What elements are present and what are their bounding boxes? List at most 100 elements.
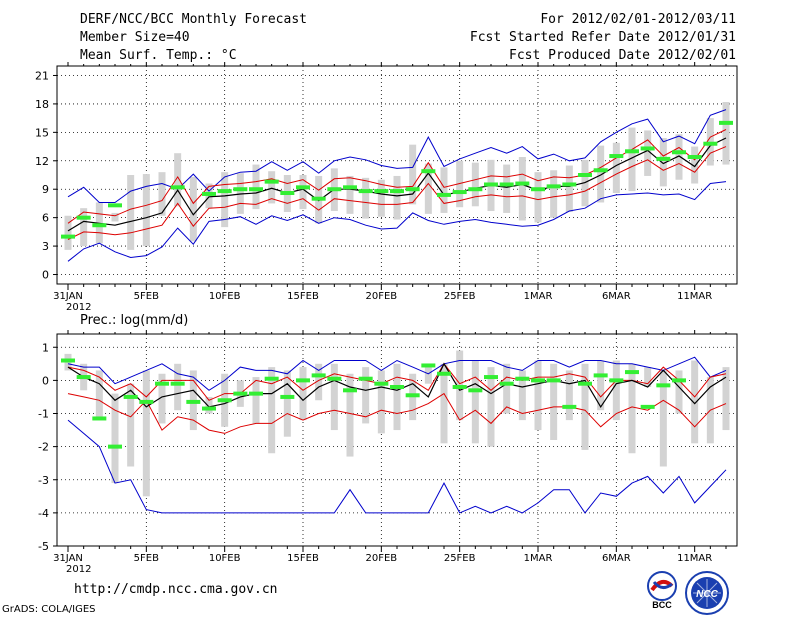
prec-ytick-label: -3 (38, 474, 49, 487)
temp-observed-marker (327, 187, 342, 192)
prec-xtick-label: 10FEB (209, 553, 241, 564)
temp-observed-marker (468, 187, 483, 192)
prec-ensemble-box (111, 393, 119, 484)
prec-observed-marker (76, 375, 91, 380)
prec-ensemble-box (330, 363, 338, 431)
temp-ensemble-box (503, 164, 511, 213)
temp-observed-marker (531, 187, 545, 192)
prec-ensemble-box (393, 363, 401, 431)
prec-ensemble-box (722, 367, 730, 431)
temp-observed-marker (76, 215, 91, 220)
temp-xtick-label: 11MAR (677, 291, 712, 302)
prec-ensemble-box (628, 363, 636, 454)
prec-ytick-label: -1 (38, 408, 49, 421)
temp-observed-marker (546, 184, 561, 189)
temp-ensemble-box (644, 130, 652, 176)
prec-ensemble-box (158, 373, 166, 424)
temp-ensemble-box (393, 175, 401, 220)
temp-ytick-label: 9 (42, 183, 49, 196)
prec-observed-marker (484, 375, 498, 380)
prec-xtick-label: 20FEB (366, 553, 398, 564)
temp-year-label: 2012 (66, 302, 91, 313)
prec-ensemble-box (659, 370, 667, 467)
source-url[interactable]: http://cmdp.ncc.cma.gov.cn (74, 582, 278, 597)
prec-observed-marker (437, 371, 451, 376)
temp-ensemble-box (691, 146, 699, 184)
ncc-logo-text: NCC (696, 589, 718, 600)
prec-ensemble-box (127, 383, 135, 467)
temp-observed-marker (687, 154, 702, 159)
prec-ensemble-box (377, 370, 385, 434)
temp-observed-marker (452, 190, 467, 195)
temp-panel: 0 3 6 9 12 15 18 21 31JAN 5FEB 10FEB 15FEB 20FEB 25FE… (35, 62, 738, 313)
temp-observed-marker (405, 187, 420, 192)
prec-mean-line (67, 362, 727, 409)
temp-xtick-label: 6MAR (602, 291, 631, 302)
temp-ensemble-box (440, 167, 448, 213)
temp-ensemble-box (550, 170, 558, 218)
prec-observed-marker (202, 406, 216, 411)
prec-ensemble-box (95, 370, 103, 421)
temp-observed-marker (703, 141, 718, 146)
temp-observed-marker (61, 234, 75, 239)
prec-observed-marker (280, 394, 295, 399)
prec-observed-marker (186, 399, 201, 404)
temp-observed-marker (108, 203, 122, 208)
temp-observed-marker (343, 185, 357, 190)
temp-observed-marker (578, 173, 592, 177)
temp-xtick-label: 31JAN (53, 291, 83, 302)
prec-xtick-label: 5FEB (134, 553, 159, 564)
prec-observed-marker (593, 373, 608, 378)
prec-ensemble-box (440, 363, 448, 444)
prec-title: Prec.: log(mm/d) (80, 313, 188, 328)
prec-ensemble-box (252, 377, 260, 424)
temp-ensemble-box (565, 165, 573, 212)
temp-ensemble-box (268, 171, 276, 204)
temp-observed-marker (515, 181, 530, 186)
prec-observed-marker (249, 391, 263, 396)
prec-xtick-label: 1MAR (524, 553, 553, 564)
temp-observed-marker (421, 169, 436, 174)
prec-ensemble-box (283, 370, 291, 437)
prec-ensemble-box (424, 367, 432, 384)
variable-label: Mean Surf. Temp.: °C (80, 48, 237, 63)
prec-observed-marker (92, 416, 107, 421)
prec-observed-marker (155, 381, 169, 386)
prec-xtick-label: 6MAR (602, 553, 631, 564)
temp-ensemble-box (189, 176, 197, 242)
temp-observed-marker (280, 191, 295, 196)
temp-observed-marker (672, 150, 686, 155)
temp-ensemble-box (252, 164, 260, 210)
temp-ensemble-box (127, 175, 135, 250)
prec-xtick-label: 15FEB (287, 553, 319, 564)
temp-ytick-label: 12 (35, 155, 49, 168)
temp-observed-marker (296, 185, 310, 190)
prec-ensemble-box (612, 360, 620, 421)
temp-observed-marker (656, 156, 671, 161)
prec-ytick-label: 1 (42, 341, 49, 354)
prec-ensemble-box (487, 367, 495, 447)
temp-observed-marker (233, 187, 248, 192)
prec-observed-marker (139, 399, 154, 404)
prec-observed-marker (390, 385, 404, 389)
ncc-logo-icon: NCC (685, 571, 729, 615)
temp-ensemble-box (518, 156, 526, 221)
fcst-started-label: Fcst Started Refer Date 2012/01/31 (469, 30, 736, 45)
temp-ensemble-box (675, 134, 683, 180)
temp-ytick-label: 21 (35, 69, 49, 82)
prec-xtick-label: 25FEB (444, 553, 476, 564)
temp-observed-marker (609, 154, 624, 159)
temp-observed-marker (390, 189, 404, 194)
temp-mean-line (67, 137, 727, 232)
bcc-logo-text: BCC (652, 600, 672, 610)
prec-ensemble-box (675, 370, 683, 414)
prec-observed-marker (609, 378, 624, 383)
prec-observed-marker (217, 398, 232, 403)
temp-observed-marker (640, 146, 655, 151)
fcst-produced-label: Fcst Produced Date 2012/02/01 (509, 48, 736, 63)
prec-ensemble-box (299, 367, 307, 421)
prec-observed-marker (531, 378, 545, 383)
temp-ensemble-box (158, 172, 166, 216)
prec-ensemble-box (691, 360, 699, 444)
